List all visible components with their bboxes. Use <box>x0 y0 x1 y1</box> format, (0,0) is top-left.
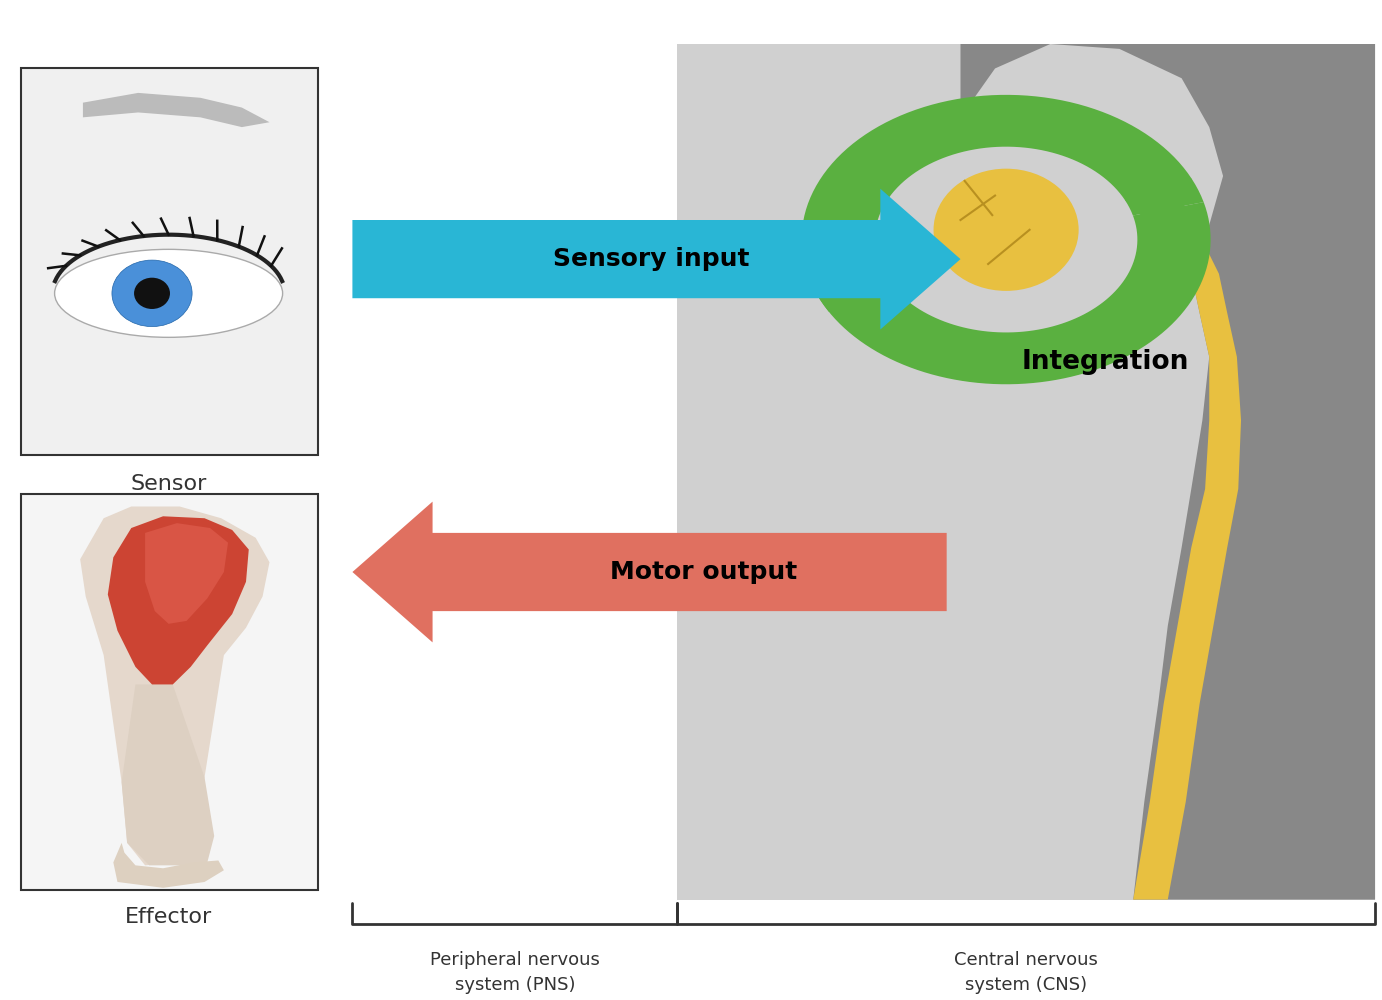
Text: Sensor: Sensor <box>130 474 207 494</box>
FancyBboxPatch shape <box>677 44 1375 900</box>
Text: Central nervous
system (CNS): Central nervous system (CNS) <box>954 951 1099 994</box>
Polygon shape <box>352 502 947 642</box>
FancyBboxPatch shape <box>21 68 318 455</box>
Polygon shape <box>83 93 269 127</box>
Text: Motor output: Motor output <box>609 560 797 584</box>
Polygon shape <box>113 843 224 888</box>
Ellipse shape <box>934 169 1078 291</box>
Polygon shape <box>352 189 960 330</box>
Ellipse shape <box>134 278 170 309</box>
Polygon shape <box>802 95 1204 312</box>
Text: Effector: Effector <box>124 907 213 927</box>
Text: Peripheral nervous
system (PNS): Peripheral nervous system (PNS) <box>430 951 600 994</box>
Polygon shape <box>1133 254 1241 900</box>
Ellipse shape <box>55 249 283 337</box>
Polygon shape <box>80 506 269 865</box>
Polygon shape <box>804 256 876 313</box>
Polygon shape <box>145 523 228 624</box>
FancyBboxPatch shape <box>21 494 318 890</box>
Polygon shape <box>122 684 214 865</box>
Text: Integration: Integration <box>1021 349 1190 375</box>
Text: Sensory input: Sensory input <box>553 247 749 271</box>
Ellipse shape <box>112 260 192 327</box>
Polygon shape <box>960 44 1375 900</box>
Polygon shape <box>814 202 1211 384</box>
Polygon shape <box>108 516 249 684</box>
Polygon shape <box>1125 178 1191 246</box>
